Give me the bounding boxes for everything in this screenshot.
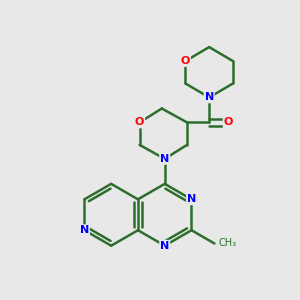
Text: O: O <box>224 118 233 128</box>
Text: N: N <box>160 154 169 164</box>
Text: CH₃: CH₃ <box>219 238 237 248</box>
Text: O: O <box>181 56 190 66</box>
Text: N: N <box>205 92 214 102</box>
Text: N: N <box>80 225 89 235</box>
Text: O: O <box>135 118 144 128</box>
Text: N: N <box>187 194 196 204</box>
Text: N: N <box>160 241 169 251</box>
